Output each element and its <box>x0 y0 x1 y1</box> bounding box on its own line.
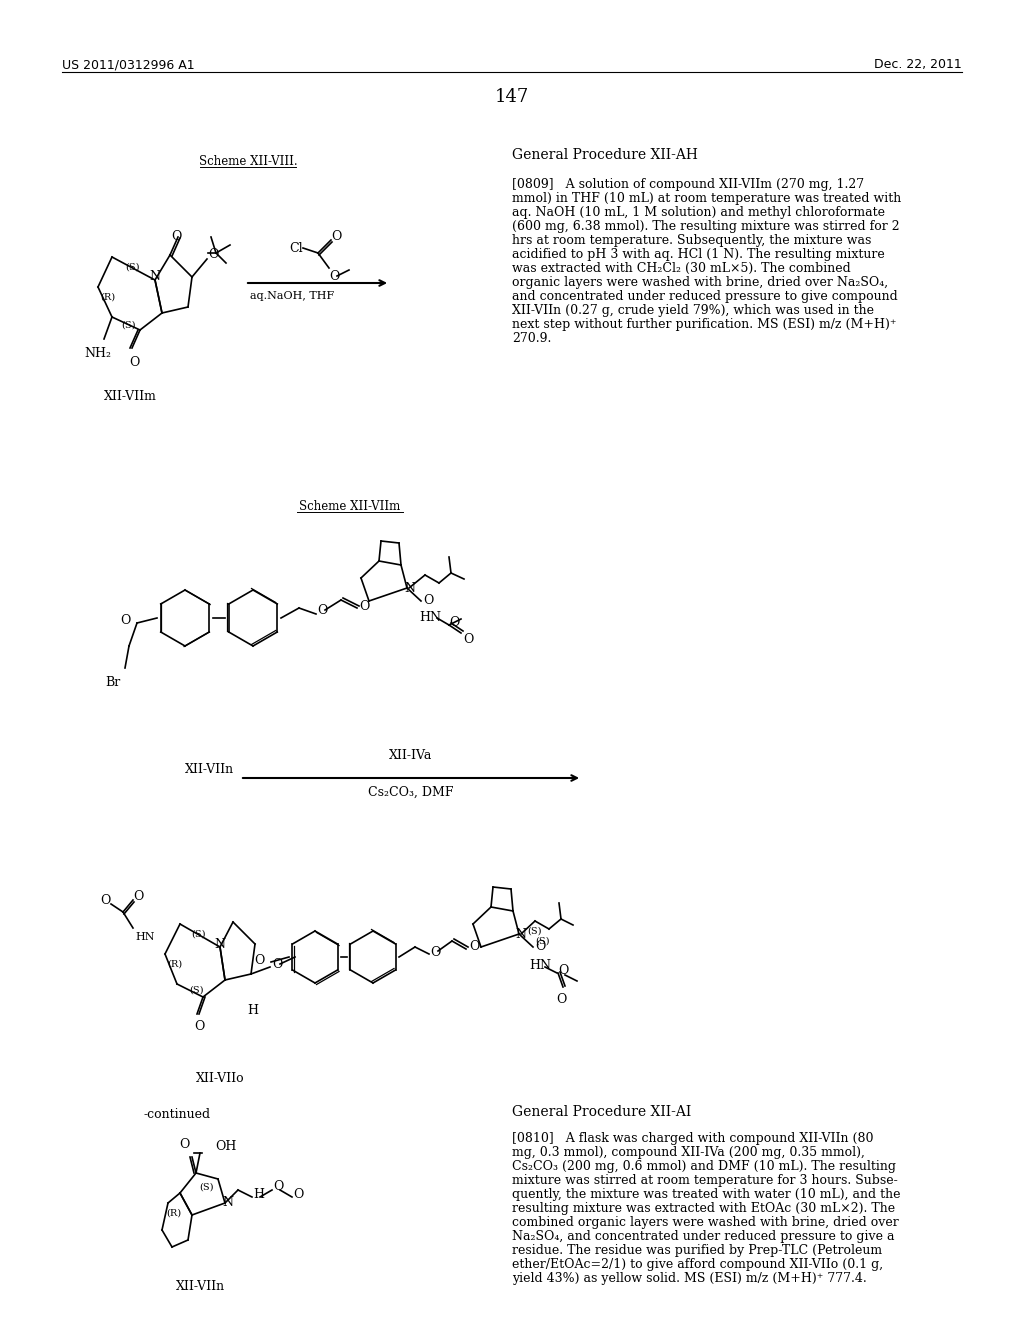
Text: (S): (S) <box>125 263 139 272</box>
Text: 270.9.: 270.9. <box>512 333 551 345</box>
Text: O: O <box>99 894 111 907</box>
Text: Cl: Cl <box>290 242 303 255</box>
Text: Dec. 22, 2011: Dec. 22, 2011 <box>874 58 962 71</box>
Text: O: O <box>329 271 339 282</box>
Text: O: O <box>430 945 440 958</box>
Text: O: O <box>272 958 283 972</box>
Text: O: O <box>449 616 460 630</box>
Text: O: O <box>194 1020 204 1034</box>
Text: N: N <box>404 582 415 594</box>
Text: OH: OH <box>215 1140 237 1154</box>
Text: aq.NaOH, THF: aq.NaOH, THF <box>250 290 334 301</box>
Text: aq. NaOH (10 mL, 1 M solution) and methyl chloroformate: aq. NaOH (10 mL, 1 M solution) and methy… <box>512 206 885 219</box>
Text: was extracted with CH₂Cl₂ (30 mL×5). The combined: was extracted with CH₂Cl₂ (30 mL×5). The… <box>512 261 851 275</box>
Text: (S): (S) <box>191 929 206 939</box>
Text: O: O <box>423 594 433 607</box>
Text: next step without further purification. MS (ESI) m/z (M+H)⁺: next step without further purification. … <box>512 318 896 331</box>
Text: (S): (S) <box>199 1183 213 1192</box>
Text: O: O <box>558 965 568 978</box>
Text: O: O <box>293 1188 303 1201</box>
Text: HN: HN <box>529 960 551 972</box>
Text: mixture was stirred at room temperature for 3 hours. Subse-: mixture was stirred at room temperature … <box>512 1173 898 1187</box>
Text: O: O <box>273 1180 284 1193</box>
Text: organic layers were washed with brine, dried over Na₂SO₄,: organic layers were washed with brine, d… <box>512 276 888 289</box>
Text: [0810]   A flask was charged with compound XII-VIIn (80: [0810] A flask was charged with compound… <box>512 1133 873 1144</box>
Text: XII-VIIn: XII-VIIn <box>185 763 234 776</box>
Text: (S): (S) <box>189 986 204 994</box>
Text: hrs at room temperature. Subsequently, the mixture was: hrs at room temperature. Subsequently, t… <box>512 234 871 247</box>
Text: XII-VIIn (0.27 g, crude yield 79%), which was used in the: XII-VIIn (0.27 g, crude yield 79%), whic… <box>512 304 874 317</box>
Text: [0809]   A solution of compound XII-VIIm (270 mg, 1.27: [0809] A solution of compound XII-VIIm (… <box>512 178 864 191</box>
Text: O: O <box>331 230 341 243</box>
Text: ether/EtOAc=2/1) to give afford compound XII-VIIo (0.1 g,: ether/EtOAc=2/1) to give afford compound… <box>512 1258 883 1271</box>
Text: O: O <box>469 940 479 953</box>
Text: O: O <box>133 890 143 903</box>
Text: mg, 0.3 mmol), compound XII-IVa (200 mg, 0.35 mmol),: mg, 0.3 mmol), compound XII-IVa (200 mg,… <box>512 1146 865 1159</box>
Text: HN: HN <box>135 932 155 942</box>
Text: XII-VIIm: XII-VIIm <box>103 389 157 403</box>
Text: (S): (S) <box>121 321 135 330</box>
Text: (600 mg, 6.38 mmol). The resulting mixture was stirred for 2: (600 mg, 6.38 mmol). The resulting mixtu… <box>512 220 900 234</box>
Text: O: O <box>129 356 139 370</box>
Text: Cs₂CO₃, DMF: Cs₂CO₃, DMF <box>369 785 454 799</box>
Text: O: O <box>208 248 218 261</box>
Text: residue. The residue was purified by Prep-TLC (Petroleum: residue. The residue was purified by Pre… <box>512 1243 882 1257</box>
Text: HN: HN <box>419 611 441 624</box>
Text: N: N <box>150 271 161 284</box>
Text: acidified to pH 3 with aq. HCl (1 N). The resulting mixture: acidified to pH 3 with aq. HCl (1 N). Th… <box>512 248 885 261</box>
Text: XII-VIIo: XII-VIIo <box>196 1072 245 1085</box>
Text: N: N <box>222 1196 233 1209</box>
Text: (S): (S) <box>527 927 542 936</box>
Text: combined organic layers were washed with brine, dried over: combined organic layers were washed with… <box>512 1216 899 1229</box>
Text: and concentrated under reduced pressure to give compound: and concentrated under reduced pressure … <box>512 290 898 304</box>
Text: Na₂SO₄, and concentrated under reduced pressure to give a: Na₂SO₄, and concentrated under reduced p… <box>512 1230 895 1243</box>
Text: XII-VIIn: XII-VIIn <box>175 1280 224 1294</box>
Text: XII-IVa: XII-IVa <box>389 748 433 762</box>
Text: Br: Br <box>105 676 121 689</box>
Text: General Procedure XII-AH: General Procedure XII-AH <box>512 148 698 162</box>
Text: NH₂: NH₂ <box>85 347 112 360</box>
Text: O: O <box>179 1138 189 1151</box>
Text: General Procedure XII-AI: General Procedure XII-AI <box>512 1105 691 1119</box>
Text: yield 43%) as yellow solid. MS (ESI) m/z (M+H)⁺ 777.4.: yield 43%) as yellow solid. MS (ESI) m/z… <box>512 1272 866 1284</box>
Text: Scheme XII-VIII.: Scheme XII-VIII. <box>199 154 297 168</box>
Text: N: N <box>515 928 526 940</box>
Text: 147: 147 <box>495 88 529 106</box>
Text: resulting mixture was extracted with EtOAc (30 mL×2). The: resulting mixture was extracted with EtO… <box>512 1203 895 1214</box>
Text: O: O <box>463 634 473 645</box>
Text: H: H <box>248 1005 258 1016</box>
Text: (R): (R) <box>167 1209 181 1217</box>
Text: -continued: -continued <box>143 1107 210 1121</box>
Text: (R): (R) <box>100 293 116 301</box>
Text: US 2011/0312996 A1: US 2011/0312996 A1 <box>62 58 195 71</box>
Text: O: O <box>317 605 328 618</box>
Text: O: O <box>171 230 181 243</box>
Text: H: H <box>253 1188 264 1201</box>
Text: O: O <box>556 993 566 1006</box>
Text: Cs₂CO₃ (200 mg, 0.6 mmol) and DMF (10 mL). The resulting: Cs₂CO₃ (200 mg, 0.6 mmol) and DMF (10 mL… <box>512 1160 896 1173</box>
Text: mmol) in THF (10 mL) at room temperature was treated with: mmol) in THF (10 mL) at room temperature… <box>512 191 901 205</box>
Text: O: O <box>121 614 131 627</box>
Text: quently, the mixture was treated with water (10 mL), and the: quently, the mixture was treated with wa… <box>512 1188 900 1201</box>
Text: Scheme XII-VIIm: Scheme XII-VIIm <box>299 500 400 513</box>
Text: O: O <box>535 940 546 953</box>
Text: (R): (R) <box>168 960 182 969</box>
Text: N: N <box>214 937 225 950</box>
Text: (S): (S) <box>536 937 550 946</box>
Text: O: O <box>255 953 265 966</box>
Text: O: O <box>359 599 370 612</box>
